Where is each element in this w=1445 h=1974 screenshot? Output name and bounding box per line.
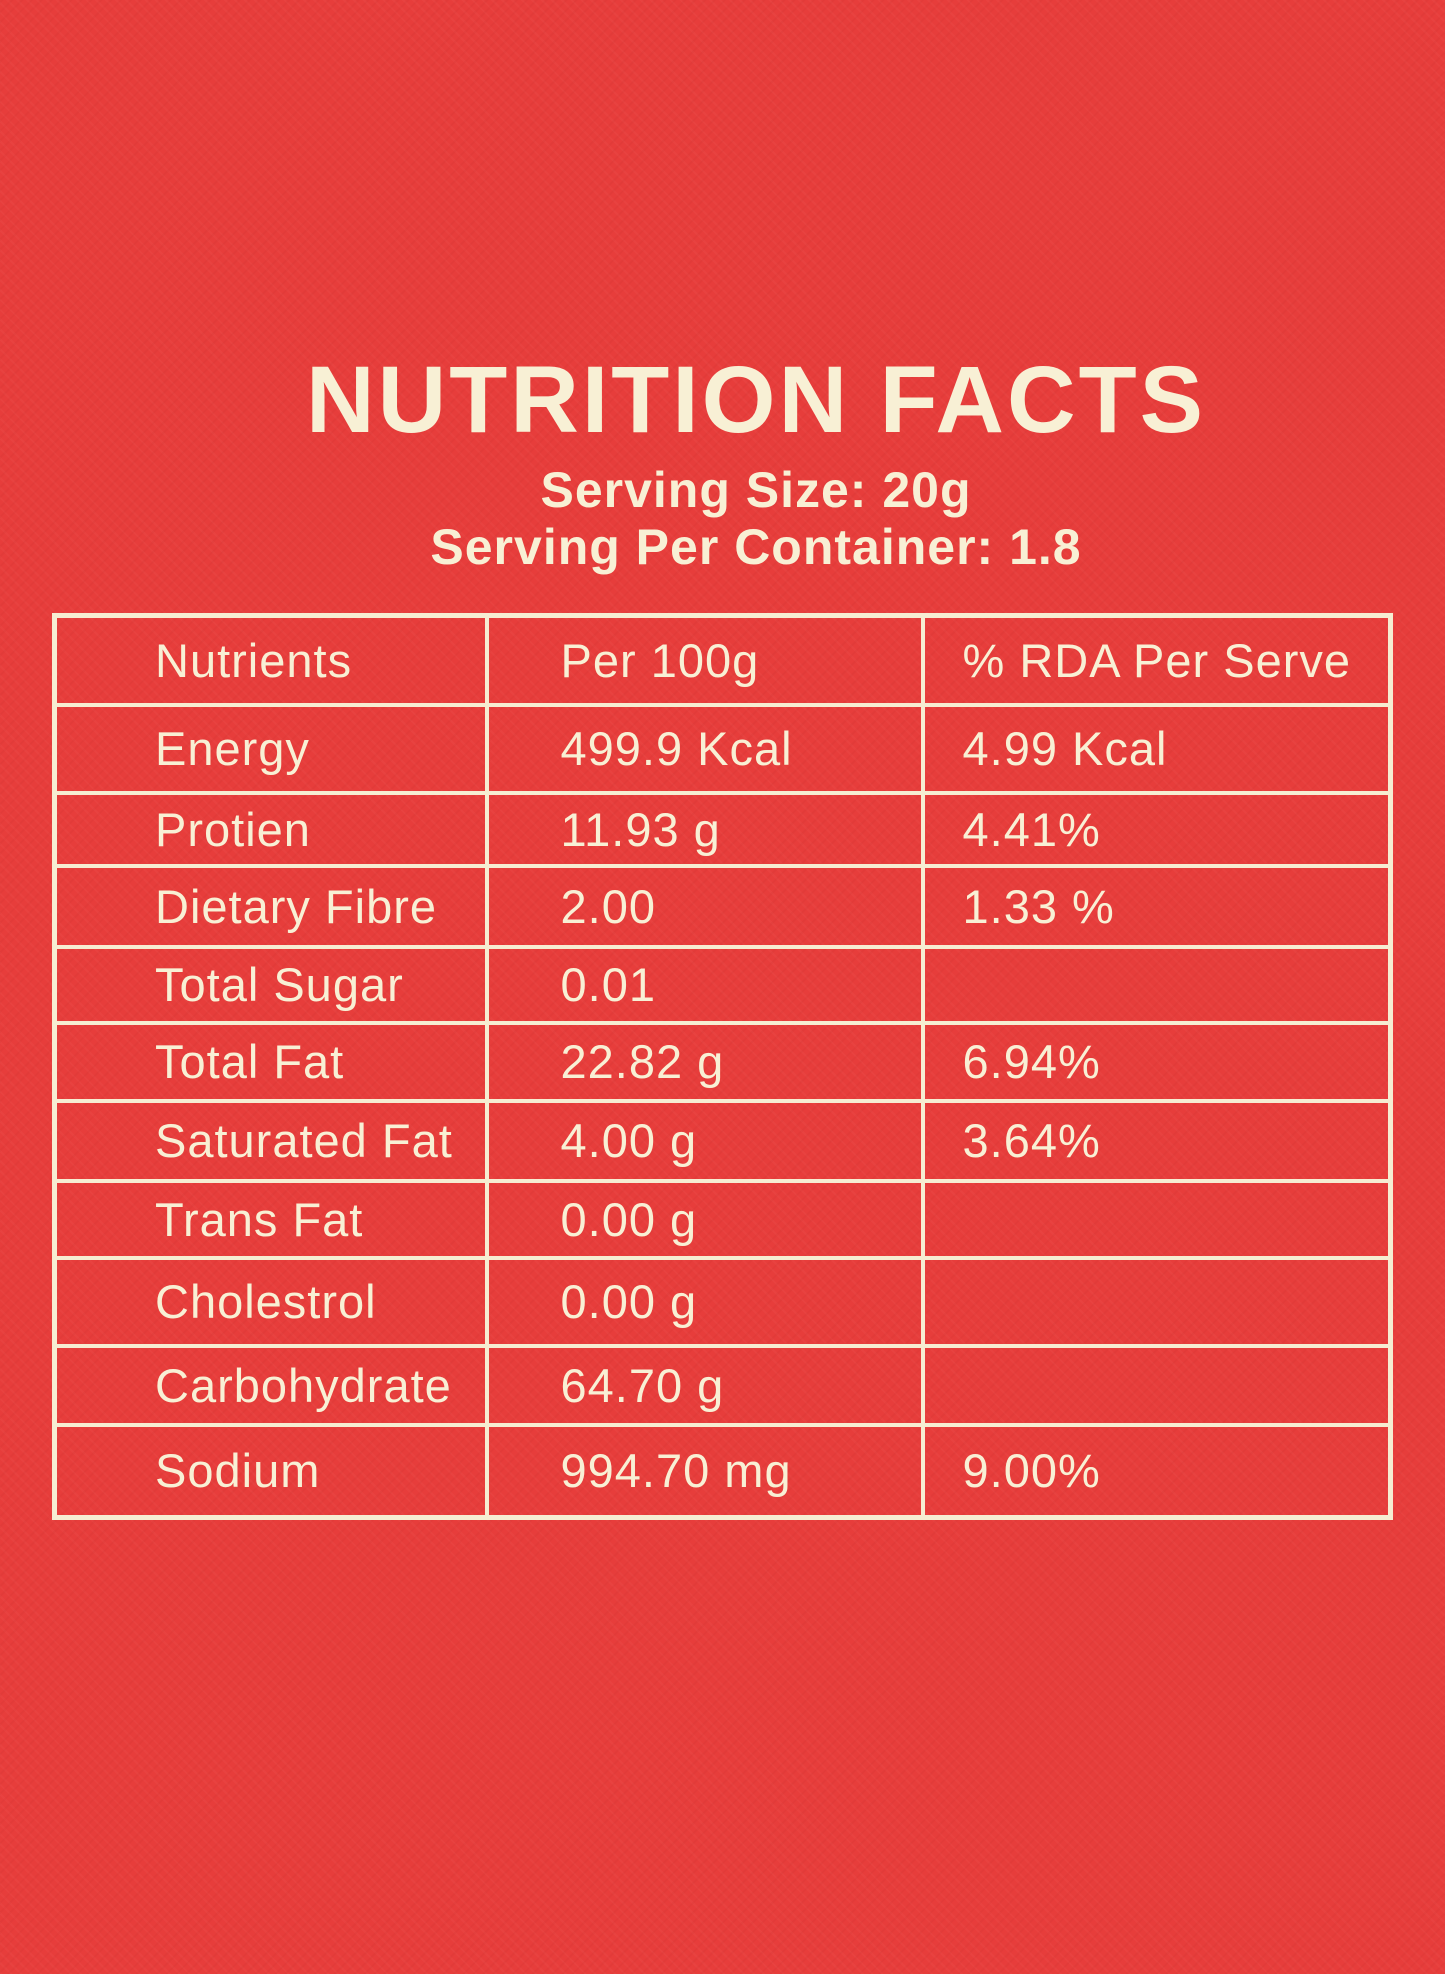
- per-100g-cell: 0.00 g: [484, 1255, 925, 1348]
- rda-per-serve-cell: [920, 944, 1393, 1025]
- nutrient-name-cell: Total Fat: [52, 1020, 489, 1103]
- column-header-rda-per-serve: % RDA Per Serve: [920, 613, 1393, 707]
- table-row-energy: Energy 499.9 Kcal 4.99 Kcal: [52, 702, 1393, 795]
- table-row-dietary-fibre: Dietary Fibre 2.00 1.33 %: [52, 863, 1393, 949]
- rda-per-serve-cell: [920, 1178, 1393, 1260]
- table-row-total-fat: Total Fat 22.82 g 6.94%: [52, 1020, 1393, 1103]
- rda-per-serve-cell: 3.64%: [920, 1098, 1393, 1183]
- column-header-nutrients: Nutrients: [52, 613, 489, 707]
- table-row-carbohydrate: Carbohydrate 64.70 g: [52, 1343, 1393, 1427]
- rda-per-serve-cell: 6.94%: [920, 1020, 1393, 1103]
- per-100g-cell: 0.01: [484, 944, 925, 1025]
- serving-size-line: Serving Size: 20g: [540, 462, 972, 518]
- rda-per-serve-cell: 4.99 Kcal: [920, 702, 1393, 795]
- rda-per-serve-cell: 4.41%: [920, 790, 1393, 868]
- per-100g-cell: 0.00 g: [484, 1178, 925, 1260]
- nutrient-name-cell: Energy: [52, 702, 489, 795]
- nutrition-table: Nutrients Per 100g % RDA Per Serve Energ…: [52, 613, 1393, 1520]
- nutrient-name-cell: Sodium: [52, 1422, 489, 1520]
- label-title: NUTRITION FACTS: [306, 347, 1206, 453]
- rda-per-serve-cell: 9.00%: [920, 1422, 1393, 1520]
- label-header: NUTRITION FACTS Serving Size: 20g Servin…: [306, 352, 1206, 576]
- table-row-saturated-fat: Saturated Fat 4.00 g 3.64%: [52, 1098, 1393, 1183]
- table-row-trans-fat: Trans Fat 0.00 g: [52, 1178, 1393, 1260]
- nutrient-name-cell: Total Sugar: [52, 944, 489, 1025]
- per-100g-cell: 4.00 g: [484, 1098, 925, 1183]
- per-100g-cell: 64.70 g: [484, 1343, 925, 1427]
- column-header-per-100g: Per 100g: [484, 613, 925, 707]
- nutrient-name-cell: Cholestrol: [52, 1255, 489, 1348]
- serving-per-container-line: Serving Per Container: 1.8: [430, 519, 1082, 575]
- nutrient-name-cell: Dietary Fibre: [52, 863, 489, 949]
- rda-per-serve-cell: [920, 1255, 1393, 1348]
- nutrient-name-cell: Carbohydrate: [52, 1343, 489, 1427]
- per-100g-cell: 994.70 mg: [484, 1422, 925, 1520]
- table-row-protien: Protien 11.93 g 4.41%: [52, 790, 1393, 868]
- nutrient-name-cell: Protien: [52, 790, 489, 868]
- per-100g-cell: 22.82 g: [484, 1020, 925, 1103]
- per-100g-cell: 2.00: [484, 863, 925, 949]
- table-row-sodium: Sodium 994.70 mg 9.00%: [52, 1422, 1393, 1520]
- table-header-row: Nutrients Per 100g % RDA Per Serve: [52, 613, 1393, 707]
- rda-per-serve-cell: [920, 1343, 1393, 1427]
- nutrient-name-cell: Trans Fat: [52, 1178, 489, 1260]
- table-row-total-sugar: Total Sugar 0.01: [52, 944, 1393, 1025]
- rda-per-serve-cell: 1.33 %: [920, 863, 1393, 949]
- per-100g-cell: 11.93 g: [484, 790, 925, 868]
- table-row-cholestrol: Cholestrol 0.00 g: [52, 1255, 1393, 1348]
- per-100g-cell: 499.9 Kcal: [484, 702, 925, 795]
- nutrient-name-cell: Saturated Fat: [52, 1098, 489, 1183]
